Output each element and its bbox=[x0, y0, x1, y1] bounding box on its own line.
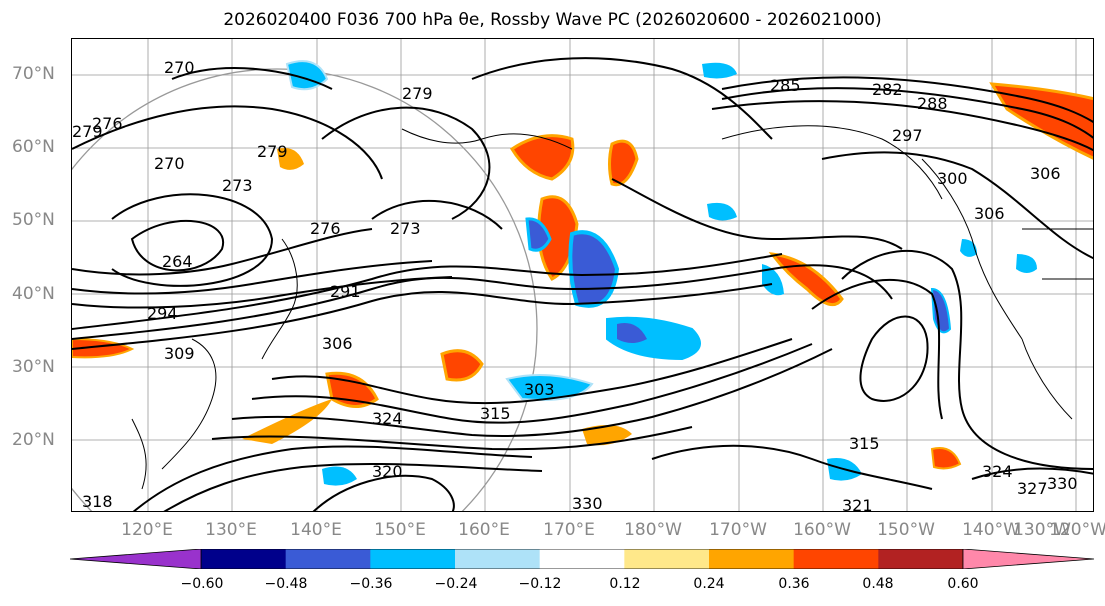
contour-label: 324 bbox=[982, 462, 1013, 481]
contour-label: 318 bbox=[82, 492, 113, 511]
lat-label-70n: 70°N bbox=[12, 64, 55, 84]
contour-label: 273 bbox=[390, 219, 421, 238]
colorbar-tick: 0.60 bbox=[947, 576, 979, 592]
lat-label-50n: 50°N bbox=[12, 210, 55, 230]
lon-label-130e: 130°E bbox=[205, 520, 257, 540]
contour-label: 321 bbox=[842, 496, 873, 512]
lon-label-120e: 120°E bbox=[121, 520, 173, 540]
lat-label-40n: 40°N bbox=[12, 284, 55, 304]
anomaly-shading bbox=[72, 60, 1093, 486]
colorbar-cell bbox=[539, 549, 625, 569]
contour-label: 330 bbox=[1047, 474, 1078, 493]
contour-label: 288 bbox=[917, 94, 948, 113]
contour-label: 309 bbox=[164, 344, 195, 363]
contour-label: 306 bbox=[974, 204, 1005, 223]
map-panel: 270 276 279 279 270 273 264 276 273 279 … bbox=[71, 38, 1094, 512]
lat-label-60n: 60°N bbox=[12, 137, 55, 157]
contour-label: 306 bbox=[1030, 164, 1061, 183]
theta-e-contours bbox=[72, 57, 1093, 511]
colorbar-tick: −0.12 bbox=[518, 576, 562, 592]
colorbar-cell bbox=[624, 549, 710, 569]
colorbar-tick: 0.48 bbox=[862, 576, 894, 592]
colorbar-cell bbox=[793, 549, 879, 569]
contour-label: 324 bbox=[372, 409, 403, 428]
lon-label-170e: 170°E bbox=[543, 520, 595, 540]
lon-label-150e: 150°E bbox=[374, 520, 426, 540]
contour-label: 300 bbox=[937, 169, 968, 188]
figure-title: 2026020400 F036 700 hPa θe, Rossby Wave … bbox=[223, 10, 882, 30]
contour-label: 279 bbox=[257, 142, 288, 161]
colorbar-cell bbox=[201, 549, 287, 569]
contour-label: 294 bbox=[147, 304, 178, 323]
colorbar-low-extend bbox=[70, 549, 202, 569]
lon-label-160e: 160°E bbox=[458, 520, 510, 540]
contour-label: 315 bbox=[480, 404, 511, 423]
contour-label: 282 bbox=[872, 80, 903, 99]
lon-label-120w: 120°W bbox=[1049, 520, 1105, 540]
contour-label: 330 bbox=[572, 494, 603, 512]
lat-label-30n: 30°N bbox=[12, 357, 55, 377]
map-svg: 270 276 279 279 270 273 264 276 273 279 … bbox=[72, 39, 1093, 512]
lon-label-160w: 160°W bbox=[793, 520, 851, 540]
contour-label: 279 bbox=[72, 122, 103, 141]
colorbar-tick: 0.24 bbox=[693, 576, 725, 592]
contour-label: 327 bbox=[1017, 479, 1048, 498]
colorbar-high-extend bbox=[962, 549, 1095, 569]
colorbar-tick: 0.12 bbox=[609, 576, 641, 592]
lon-label-180w: 180°W bbox=[624, 520, 682, 540]
lon-label-140e: 140°E bbox=[290, 520, 342, 540]
colorbar-cell bbox=[709, 549, 795, 569]
contour-labels: 270 276 279 279 270 273 264 276 273 279 … bbox=[72, 58, 1078, 512]
contour-label: 279 bbox=[402, 84, 433, 103]
contour-label: 276 bbox=[92, 114, 123, 133]
colorbar-tick: −0.36 bbox=[349, 576, 393, 592]
colorbar-tick: 0.36 bbox=[778, 576, 810, 592]
colorbar-tick: −0.60 bbox=[180, 576, 224, 592]
colorbar-cell bbox=[878, 549, 964, 569]
colorbar-cell bbox=[455, 549, 541, 569]
coastlines bbox=[131, 125, 1093, 490]
contour-label: 270 bbox=[154, 154, 185, 173]
graticule bbox=[72, 39, 1093, 511]
contour-label: 303 bbox=[524, 380, 555, 399]
contour-label: 276 bbox=[310, 219, 341, 238]
lon-label-140w: 140°W bbox=[962, 520, 1020, 540]
contour-label: 285 bbox=[770, 76, 801, 95]
contour-label: 315 bbox=[849, 434, 880, 453]
lat-label-20n: 20°N bbox=[12, 430, 55, 450]
contour-label: 306 bbox=[322, 334, 353, 353]
colorbar-tick: −0.48 bbox=[264, 576, 308, 592]
reference-circle bbox=[72, 68, 538, 511]
colorbar-cell bbox=[285, 549, 371, 569]
contour-label: 291 bbox=[330, 282, 361, 301]
colorbar bbox=[70, 549, 1095, 569]
colorbar-cell bbox=[370, 549, 456, 569]
lon-label-130w: 130°W bbox=[1013, 520, 1071, 540]
contour-label: 270 bbox=[164, 58, 195, 77]
contour-label: 320 bbox=[372, 462, 403, 481]
contour-label: 273 bbox=[222, 176, 253, 195]
contour-label: 297 bbox=[892, 126, 923, 145]
colorbar-tick: −0.24 bbox=[434, 576, 478, 592]
lon-label-150w: 150°W bbox=[877, 520, 935, 540]
lon-label-170w: 170°W bbox=[709, 520, 767, 540]
contour-label: 264 bbox=[162, 252, 193, 271]
